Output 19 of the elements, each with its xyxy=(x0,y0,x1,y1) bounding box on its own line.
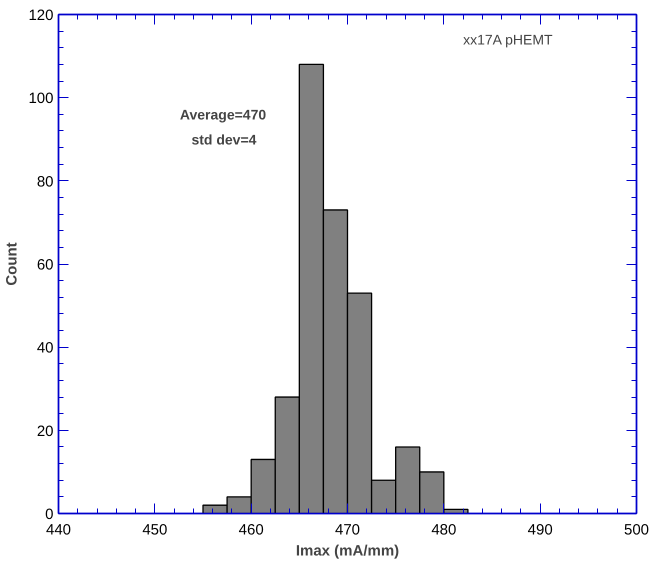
x-tick-label: 470 xyxy=(334,522,360,538)
y-tick-label: 60 xyxy=(36,256,54,274)
x-axis-title: Imax (mA/mm) xyxy=(296,542,400,560)
y-tick-label: 120 xyxy=(28,7,54,24)
y-tick-label: 20 xyxy=(36,422,54,440)
x-tick-label: 450 xyxy=(142,522,168,538)
y-tick-label: 100 xyxy=(28,90,54,108)
x-tick-label: 490 xyxy=(528,522,553,538)
y-tick-label: 80 xyxy=(36,173,54,190)
x-tick-label: 500 xyxy=(624,522,650,538)
x-tick-label: 460 xyxy=(238,522,264,538)
annotation: xx17A pHEMT xyxy=(463,31,554,48)
y-axis-title: Count xyxy=(3,242,20,286)
y-tick-label: 0 xyxy=(45,506,54,523)
y-tick-label: 40 xyxy=(36,340,54,357)
annotation: std dev=4 xyxy=(191,131,257,148)
x-tick-label: 440 xyxy=(46,522,72,538)
annotation: Average=470 xyxy=(180,106,266,122)
x-tick-label: 480 xyxy=(431,522,456,538)
